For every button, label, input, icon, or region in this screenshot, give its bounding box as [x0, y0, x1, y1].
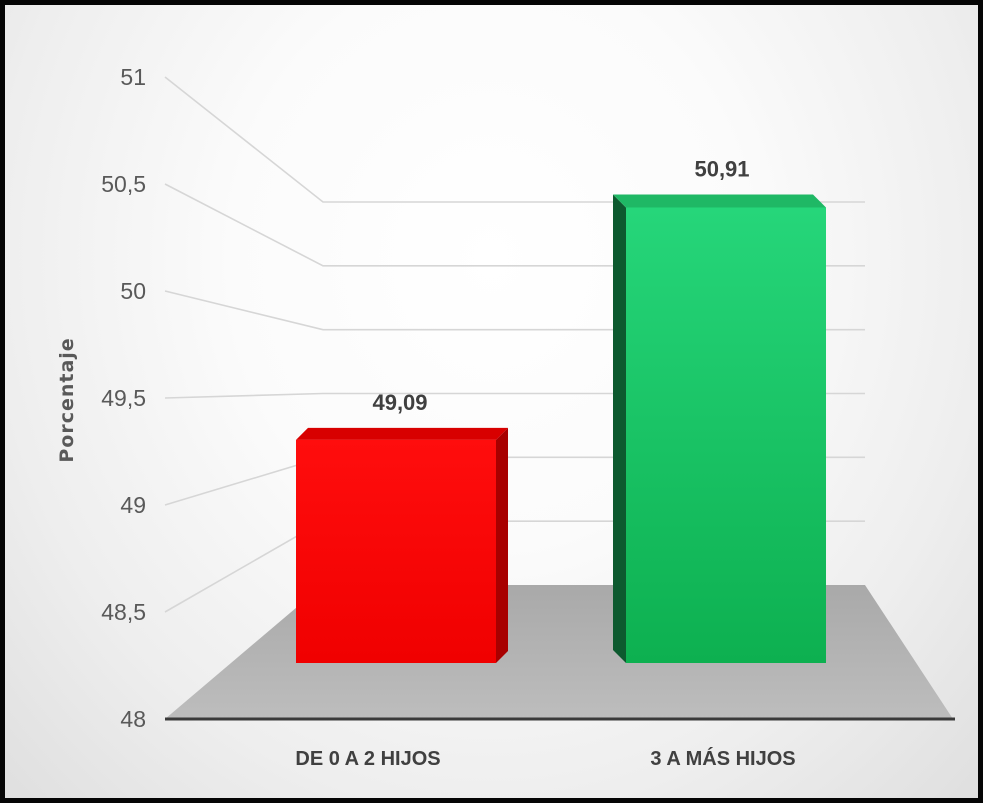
chart-floor [165, 585, 953, 719]
gridline [164, 76, 865, 203]
y-tick-label: 51 [120, 64, 146, 90]
y-tick-label: 49 [120, 492, 146, 518]
text-layer: 49,09 DE 0 A 2 HIJOS 50,91 3 A MÁS HIJOS 48 4… [56, 64, 796, 770]
bar-side-face [613, 194, 626, 664]
y-tick-label: 50,5 [101, 171, 146, 197]
category-label: DE 0 A 2 HIJOS [295, 748, 440, 770]
data-label: 49,09 [372, 390, 427, 415]
bars-layer [296, 194, 826, 664]
bar-front-face [296, 439, 496, 663]
y-tick-label: 50 [120, 278, 146, 304]
y-tick-label: 49,5 [101, 385, 146, 411]
bar-2 [613, 194, 826, 664]
data-label: 50,91 [694, 156, 749, 181]
bar-front-face [626, 207, 826, 664]
bar-top-face [613, 194, 826, 208]
chart-canvas: 49,09 DE 0 A 2 HIJOS 50,91 3 A MÁS HIJOS 48 4… [56, 64, 955, 770]
floor-layer [165, 585, 955, 721]
bar-top-face [296, 427, 508, 440]
bar-side-face [496, 427, 508, 663]
y-tick-label: 48 [120, 706, 146, 732]
category-label: 3 A MÁS HIJOS [650, 747, 795, 770]
bar-1 [296, 427, 508, 663]
y-axis-title: Porcentaje [56, 337, 78, 462]
y-tick-label: 48,5 [101, 599, 146, 625]
